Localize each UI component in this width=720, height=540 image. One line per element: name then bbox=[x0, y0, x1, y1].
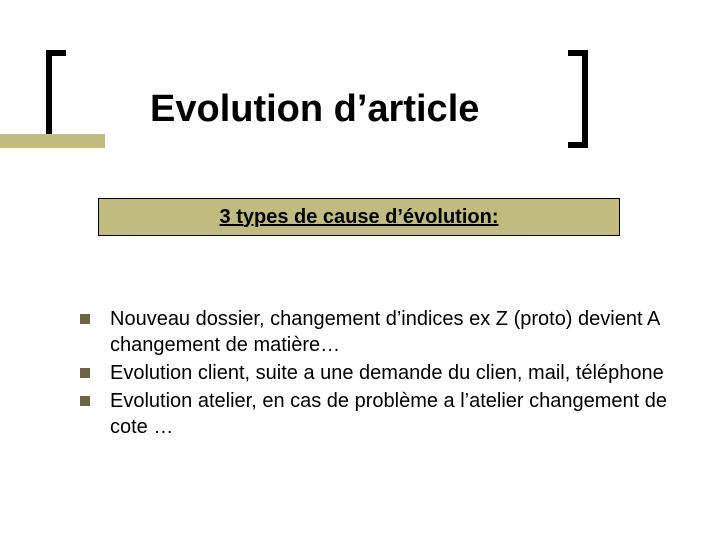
accent-stripe bbox=[0, 134, 105, 148]
list-item-text: Nouveau dossier, changement d’indices ex… bbox=[110, 306, 670, 358]
bullet-list: Nouveau dossier, changement d’indices ex… bbox=[80, 306, 670, 442]
list-item-text: Evolution atelier, en cas de problème a … bbox=[110, 388, 670, 440]
subtitle-text: 3 types de cause d’évolution: bbox=[220, 206, 499, 229]
square-bullet-icon bbox=[80, 368, 90, 378]
list-item: Evolution atelier, en cas de problème a … bbox=[80, 388, 670, 440]
square-bullet-icon bbox=[80, 314, 90, 324]
slide-title: Evolution d’article bbox=[150, 88, 479, 131]
square-bullet-icon bbox=[80, 396, 90, 406]
subtitle-box: 3 types de cause d’évolution: bbox=[98, 198, 620, 236]
list-item: Evolution client, suite a une demande du… bbox=[80, 360, 670, 386]
list-item: Nouveau dossier, changement d’indices ex… bbox=[80, 306, 670, 358]
bracket-right-icon bbox=[568, 50, 588, 148]
list-item-text: Evolution client, suite a une demande du… bbox=[110, 360, 664, 386]
